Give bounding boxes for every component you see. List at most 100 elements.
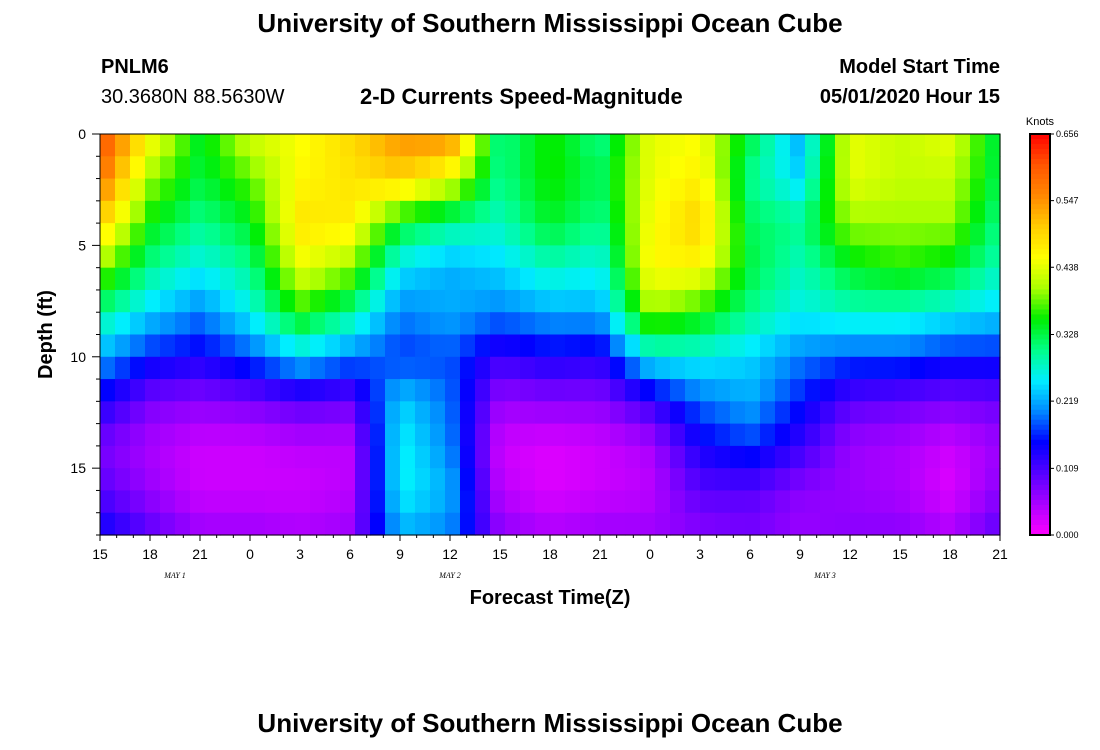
heatmap-cell	[205, 245, 221, 269]
heatmap-cell	[730, 223, 746, 246]
heatmap-cell	[670, 468, 686, 492]
colorbar-tick-label: 0.328	[1056, 330, 1079, 340]
heatmap-cell	[295, 512, 311, 536]
heatmap-cell	[580, 490, 596, 514]
colorbar-segment	[1030, 329, 1050, 336]
heatmap-cell	[160, 312, 176, 336]
heatmap-cell	[970, 445, 986, 469]
heatmap-cell	[925, 512, 941, 536]
heatmap-cell	[715, 267, 731, 291]
heatmap-cell	[505, 156, 521, 180]
colorbar-segment	[1030, 324, 1050, 331]
heatmap-cell	[190, 245, 206, 269]
heatmap-cell	[100, 401, 116, 425]
heatmap-cell	[715, 134, 731, 157]
heatmap-cell	[175, 134, 191, 157]
heatmap-cell	[235, 245, 251, 269]
heatmap-cell	[715, 468, 731, 492]
heatmap-cell	[625, 312, 641, 336]
heatmap-cell	[520, 134, 536, 157]
heatmap-cell	[115, 379, 131, 402]
heatmap-cell	[265, 267, 281, 291]
colorbar-segment	[1030, 274, 1050, 280]
heatmap-cell	[940, 178, 956, 202]
heatmap-cell	[940, 134, 956, 157]
heatmap-cell	[310, 490, 326, 514]
colorbar-segment	[1030, 479, 1050, 486]
heatmap-cell	[235, 156, 251, 180]
heatmap-cell	[475, 401, 491, 425]
heatmap-cell	[235, 423, 251, 447]
heatmap-cell	[460, 334, 476, 358]
chart-title: 2-D Currents Speed-Magnitude	[360, 84, 683, 109]
heatmap-cell	[520, 356, 536, 380]
heatmap-cell	[235, 200, 251, 224]
heatmap-cell	[430, 156, 446, 180]
heatmap-cell	[565, 445, 581, 469]
heatmap-cell	[475, 245, 491, 269]
heatmap-cell	[475, 223, 491, 246]
heatmap-cell	[775, 245, 791, 269]
heatmap-cell	[175, 445, 191, 469]
heatmap-cell	[160, 423, 176, 447]
heatmap-cell	[205, 356, 221, 380]
heatmap-cell	[370, 423, 386, 447]
heatmap-cell	[445, 512, 461, 536]
heatmap-cell	[595, 468, 611, 492]
x-tick-label: 21	[592, 546, 608, 562]
heatmap-cell	[970, 468, 986, 492]
heatmap-cell	[955, 423, 971, 447]
heatmap-cell	[655, 312, 671, 336]
colorbar-segment	[1030, 234, 1050, 240]
heatmap-cell	[550, 334, 566, 358]
heatmap-cell	[745, 423, 761, 447]
heatmap-cell	[865, 468, 881, 492]
heatmap-cell	[145, 356, 161, 380]
heatmap-cell	[895, 134, 911, 157]
heatmap-cell	[655, 178, 671, 202]
heatmap-cell	[595, 401, 611, 425]
heatmap-cell	[385, 267, 401, 291]
heatmap-cell	[100, 134, 116, 157]
heatmap-cell	[610, 245, 626, 269]
heatmap-cell	[670, 312, 686, 336]
heatmap-cell	[550, 445, 566, 469]
heatmap-cell	[475, 423, 491, 447]
y-tick-label: 15	[70, 460, 86, 476]
heatmap-cell	[130, 512, 146, 536]
heatmap-cell	[700, 401, 716, 425]
heatmap-cell	[505, 512, 521, 536]
heatmap-cell	[205, 312, 221, 336]
heatmap-cell	[145, 200, 161, 224]
heatmap-cell	[730, 423, 746, 447]
heatmap-cell	[835, 312, 851, 336]
heatmap-cell	[700, 178, 716, 202]
heatmap-cell	[685, 223, 701, 246]
heatmap-cell	[280, 512, 296, 536]
heatmap-cell	[970, 334, 986, 358]
heatmap-cell	[820, 379, 836, 402]
chart-axes: 0 5 10 15 Depth (ft) 15 18 21 0 3 6 9 12 15 18 21 0 3 6 9 12…	[35, 126, 1008, 609]
x-tick-label: 15	[892, 546, 908, 562]
heatmap-cell	[760, 512, 776, 536]
heatmap-cell	[520, 245, 536, 269]
heatmap-cell	[250, 267, 266, 291]
heatmap-cell	[460, 223, 476, 246]
heatmap-cell	[250, 490, 266, 514]
heatmap-cell	[535, 134, 551, 157]
heatmap-cell	[295, 312, 311, 336]
heatmap-cells	[100, 134, 1001, 536]
heatmap-cell	[190, 356, 206, 380]
heatmap-cell	[895, 178, 911, 202]
heatmap-cell	[640, 379, 656, 402]
heatmap-cell	[310, 134, 326, 157]
heatmap-cell	[670, 423, 686, 447]
heatmap-cell	[610, 512, 626, 536]
heatmap-cell	[640, 289, 656, 313]
heatmap-cell	[355, 401, 371, 425]
heatmap-cell	[370, 401, 386, 425]
heatmap-cell	[295, 490, 311, 514]
heatmap-cell	[985, 334, 1001, 358]
heatmap-cell	[685, 468, 701, 492]
